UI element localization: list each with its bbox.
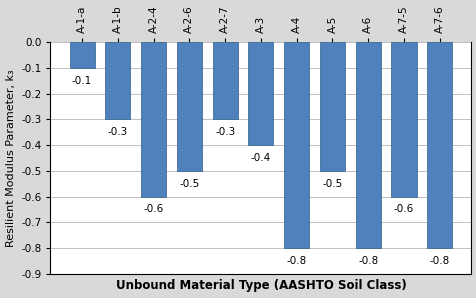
Bar xyxy=(319,42,344,171)
Text: -0.6: -0.6 xyxy=(393,204,413,214)
Bar xyxy=(69,42,94,68)
Text: -0.5: -0.5 xyxy=(322,179,342,189)
Text: -0.8: -0.8 xyxy=(429,256,449,266)
Text: -0.4: -0.4 xyxy=(250,153,270,163)
Bar xyxy=(105,42,130,119)
Text: -0.1: -0.1 xyxy=(72,76,92,86)
Text: -0.3: -0.3 xyxy=(108,127,128,137)
Text: -0.8: -0.8 xyxy=(286,256,306,266)
X-axis label: Unbound Material Type (AASHTO Soil Class): Unbound Material Type (AASHTO Soil Class… xyxy=(115,280,406,292)
Y-axis label: Resilient Modulus Parameter, k₃: Resilient Modulus Parameter, k₃ xyxy=(6,69,16,247)
Bar xyxy=(355,42,380,248)
Bar xyxy=(177,42,201,171)
Bar xyxy=(391,42,416,197)
Text: -0.8: -0.8 xyxy=(357,256,377,266)
Bar xyxy=(141,42,166,197)
Text: -0.5: -0.5 xyxy=(179,179,199,189)
Bar xyxy=(284,42,308,248)
Bar xyxy=(248,42,273,145)
Bar xyxy=(212,42,237,119)
Text: -0.6: -0.6 xyxy=(143,204,163,214)
Bar xyxy=(426,42,451,248)
Text: -0.3: -0.3 xyxy=(215,127,235,137)
